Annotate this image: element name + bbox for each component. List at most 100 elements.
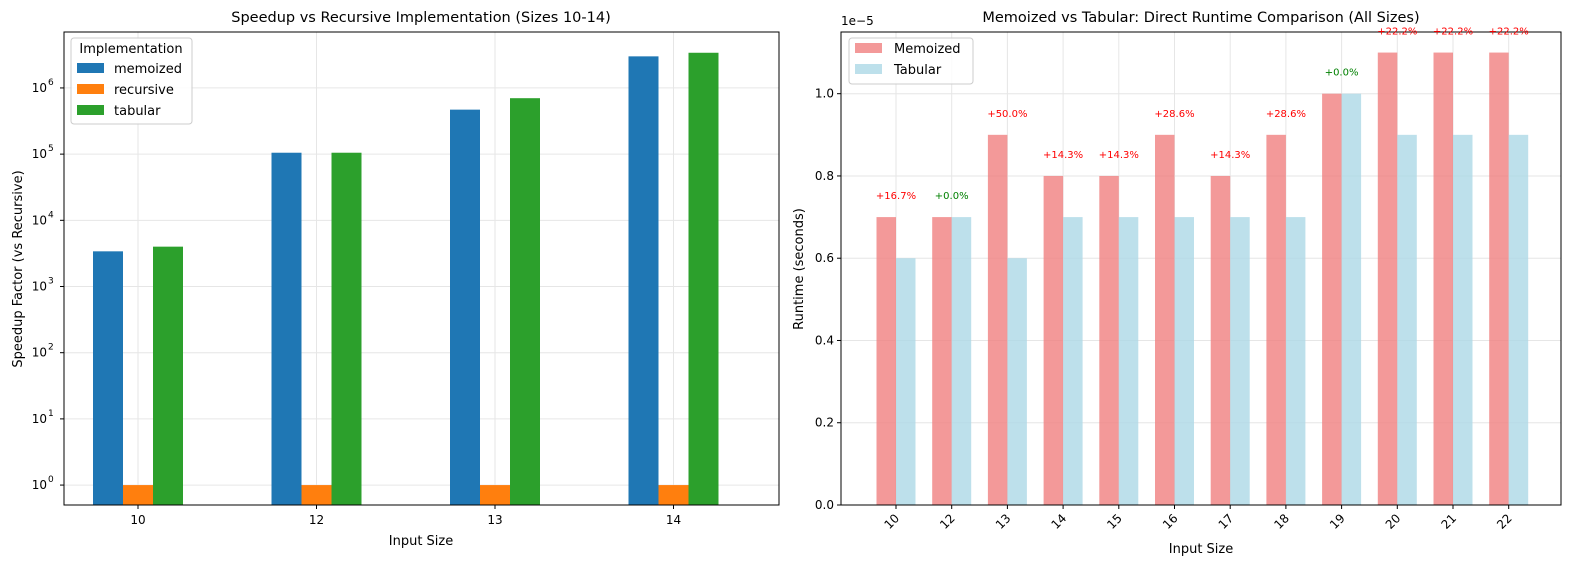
right-bar-memoized <box>1322 93 1342 506</box>
left-bar-memoized <box>271 152 302 506</box>
left-y-tick-exponent: 6 <box>48 78 54 88</box>
right-bar-tabular <box>1285 217 1306 505</box>
right-bar-tabular <box>1341 93 1362 506</box>
left-x-axis-label: Input Size <box>389 534 453 549</box>
right-diff-annotation: +22.2% <box>1489 27 1529 38</box>
right-bar-memoized <box>1099 175 1119 505</box>
right-bar-tabular <box>1230 217 1250 505</box>
left-y-tick-base: 10 <box>32 346 47 360</box>
left-x-tick-label: 10 <box>130 513 145 527</box>
right-x-tick-label: 22 <box>1494 511 1515 532</box>
left-bar-tabular <box>688 52 719 505</box>
right-x-tick-label: 18 <box>1271 511 1292 532</box>
left-y-tick-base: 10 <box>32 280 47 294</box>
right-bar-memoized <box>1155 134 1175 505</box>
right-x-tick-label: 19 <box>1327 511 1348 532</box>
right-bar-tabular <box>1118 217 1139 505</box>
right-bar-memoized <box>1377 52 1398 505</box>
left-bar-recursive <box>123 485 153 505</box>
right-y-tick-label: 0.8 <box>815 169 834 183</box>
right-legend: Memoized Tabular <box>848 37 974 85</box>
left-y-tick-label: 10 5 <box>32 144 54 161</box>
left-y-tick-base: 10 <box>32 213 47 227</box>
right-annotations: +16.7% +0.0% +50.0% +14.3% +14.3% +28.6% +14.3… <box>876 27 1529 203</box>
right-bar-tabular <box>1453 134 1473 505</box>
right-y-tick-label: 0.6 <box>815 251 834 265</box>
right-diff-annotation: +22.2% <box>1433 27 1473 38</box>
right-chart-title: Memoized vs Tabular: Direct Runtime Comp… <box>982 10 1419 26</box>
left-legend-label-recursive: recursive <box>114 83 174 98</box>
right-x-tick-label: 17 <box>1216 511 1237 532</box>
right-chart: Memoized vs Tabular: Direct Runtime Comp… <box>792 10 1562 557</box>
right-bar-memoized <box>932 217 952 505</box>
left-bar-tabular <box>331 152 362 506</box>
right-bar-memoized <box>1433 52 1453 505</box>
right-diff-annotation: +0.0% <box>935 191 969 202</box>
right-x-tick-label: 21 <box>1438 511 1459 532</box>
right-bar-tabular <box>951 217 972 505</box>
left-x-tick-label: 12 <box>309 513 324 527</box>
left-y-tick-exponent: 1 <box>48 409 54 419</box>
right-bar-tabular <box>1397 134 1417 505</box>
left-y-tick-label: 10 6 <box>32 78 54 95</box>
left-legend-swatch-recursive <box>77 84 104 94</box>
left-bar-recursive <box>301 485 332 505</box>
right-bar-memoized <box>1043 175 1064 505</box>
right-diff-annotation: +14.3% <box>1099 150 1139 161</box>
right-legend-swatch-memoized <box>855 43 882 53</box>
right-bar-tabular <box>1174 217 1194 505</box>
left-y-tick-label: 10 1 <box>32 409 54 426</box>
left-bar-tabular <box>510 98 540 505</box>
left-bars <box>93 52 719 506</box>
left-chart: Speedup vs Recursive Implementation (Siz… <box>11 10 780 549</box>
right-y-tick-label: 0.2 <box>815 416 834 430</box>
left-legend: Implementation memoized recursive tabular <box>70 37 193 125</box>
left-legend-label-tabular: tabular <box>114 104 161 119</box>
left-legend-swatch-memoized <box>77 63 104 73</box>
right-bar-memoized <box>1210 175 1231 505</box>
left-y-tick-label: 10 3 <box>32 277 54 294</box>
right-bar-memoized <box>987 134 1008 505</box>
left-legend-title: Implementation <box>79 42 182 57</box>
right-x-axis-label: Input Size <box>1169 542 1233 557</box>
left-x-tick-label: 13 <box>487 513 502 527</box>
left-bar-recursive <box>480 485 510 505</box>
right-diff-annotation: +0.0% <box>1325 68 1359 79</box>
right-y-axis-label: Runtime (seconds) <box>792 208 807 330</box>
right-diff-annotation: +14.3% <box>1210 150 1250 161</box>
right-diff-annotation: +28.6% <box>1154 109 1194 120</box>
right-bars <box>876 52 1529 506</box>
right-x-tick-label: 20 <box>1383 511 1404 532</box>
right-diff-annotation: +14.3% <box>1043 150 1083 161</box>
left-y-tick-label: 10 2 <box>32 343 54 360</box>
right-x-ticks: 10 12 13 14 15 16 17 18 19 20 21 22 <box>881 505 1515 532</box>
left-bar-memoized <box>93 251 123 505</box>
left-y-tick-base: 10 <box>32 412 47 426</box>
right-x-tick-label: 16 <box>1160 511 1181 532</box>
right-bar-tabular <box>896 258 916 505</box>
right-y-tick-label: 0.0 <box>815 498 834 512</box>
right-diff-annotation: +28.6% <box>1266 109 1306 120</box>
right-legend-label-tabular: Tabular <box>893 63 942 78</box>
left-legend-swatch-tabular <box>77 105 104 115</box>
left-y-tick-exponent: 5 <box>48 144 54 154</box>
right-bar-tabular <box>1063 217 1083 505</box>
right-plot-frame <box>840 31 1562 506</box>
right-y-tick-label: 0.4 <box>815 333 834 347</box>
left-legend-label-memoized: memoized <box>114 62 182 77</box>
right-bar-memoized <box>1489 52 1509 505</box>
left-x-tick-label: 14 <box>666 513 681 527</box>
right-x-tick-label: 14 <box>1049 511 1070 532</box>
left-y-tick-base: 10 <box>32 81 47 95</box>
left-y-tick-label: 10 0 <box>32 475 54 492</box>
right-bar-memoized <box>1266 134 1286 505</box>
left-bar-tabular <box>153 246 183 505</box>
left-chart-title: Speedup vs Recursive Implementation (Siz… <box>231 10 611 26</box>
right-y-tick-label: 1.0 <box>815 87 834 101</box>
left-bar-memoized <box>450 109 480 506</box>
left-y-tick-exponent: 2 <box>48 343 54 353</box>
right-bar-memoized <box>876 217 896 505</box>
right-diff-annotation: +16.7% <box>876 191 916 202</box>
